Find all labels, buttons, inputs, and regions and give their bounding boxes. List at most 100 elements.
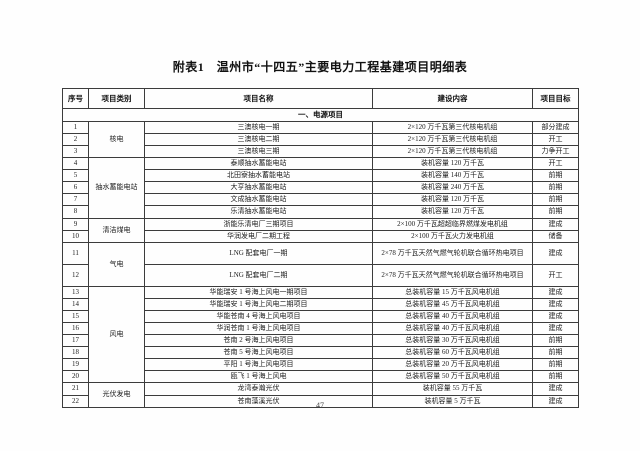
project-name-cell: 瓯飞 1 号海上风电 [144,370,373,384]
project-name-cell: 苍南 2 号海上风电项目 [144,334,373,348]
target-cell: 储备 [532,229,579,243]
target-cell: 建成 [532,382,579,396]
construction-content-cell: 装机容量 120 万千瓦 [372,193,533,207]
row-number-cell: 14 [62,297,89,311]
table-row: 8 乐清抽水蓄能电站 装机容量 120 万千瓦 前期 [62,205,579,219]
construction-content-cell: 2×78 万千瓦天然气燃气轮机联合循环热电项目 [372,263,533,287]
target-cell: 力争开工 [532,144,579,159]
project-name-cell: 苍南 5 号海上风电项目 [144,346,373,360]
project-name-cell: 龙湾泰瀚光伏 [144,382,373,396]
row-number-cell: 5 [62,169,89,183]
target-cell: 开工 [532,263,579,287]
project-name-cell: LNG 配套电厂一期 [144,241,373,265]
project-name-cell: 乐清抽水蓄能电站 [144,205,373,219]
row-number-cell: 3 [62,144,89,159]
project-name-cell: 三澳核电三期 [144,144,373,159]
construction-content-cell: 总装机容量 30 万千瓦风电机组 [372,334,533,348]
construction-content-cell: 2×100 万千瓦超超临界燃煤发电机组 [372,217,533,231]
target-cell: 前期 [532,358,579,372]
row-number-cell: 1 [62,120,89,134]
category-cell: 风电 [88,285,145,384]
target-cell: 建成 [532,394,579,408]
row-number-cell: 21 [62,382,89,396]
project-name-cell: 浙能乐清电厂三期项目 [144,217,373,231]
section-row: 一、电源项目 [62,108,579,122]
target-cell: 前期 [532,193,579,207]
target-cell: 前期 [532,334,579,348]
target-cell: 前期 [532,205,579,219]
construction-content-cell: 2×78 万千瓦天然气燃气轮机联合循环热电项目 [372,241,533,265]
section-title: 一、电源项目 [62,108,579,122]
target-cell: 开工 [532,157,579,171]
construction-content-cell: 装机容量 140 万千瓦 [372,169,533,183]
page-number: 47 [316,401,324,410]
target-cell: 前期 [532,370,579,384]
header-row: 序号 项目类别 项目名称 建设内容 项目目标 [62,88,579,109]
row-number-cell: 10 [62,229,89,243]
construction-content-cell: 2×120 万千瓦第三代核电机组 [372,120,533,134]
target-cell: 前期 [532,346,579,360]
project-name-cell: 华润苍南 1 号海上风电项目 [144,321,373,336]
target-cell: 建成 [532,217,579,231]
project-name-cell: 文成抽水蓄能电站 [144,193,373,207]
table-row: 11 气电 LNG 配套电厂一期 2×78 万千瓦天然气燃气轮机联合循环热电项目 建成 [62,241,579,287]
header-no: 序号 [62,88,89,109]
project-name-cell: 北田寮抽水蓄能电站 [144,169,373,183]
row-number-cell: 16 [62,321,89,336]
row-number-cell: 13 [62,285,89,299]
construction-content-cell: 总装机容量 40 万千瓦风电机组 [372,309,533,323]
project-name-cell: 华润发电厂二期工程 [144,229,373,243]
construction-content-cell: 总装机容量 20 万千瓦风电机组 [372,358,533,372]
table-row: 2 三澳核电二期 2×120 万千瓦第三代核电机组 开工 [62,132,579,146]
project-name-cell: 大亨抽水蓄能电站 [144,181,373,195]
table-row: 1 核电 三澳核电一期 2×120 万千瓦第三代核电机组 部分建成 [62,120,579,159]
row-number-cell: 2 [62,132,89,146]
header-construction-content: 建设内容 [372,88,533,109]
construction-content-cell: 装机容量 240 万千瓦 [372,181,533,195]
construction-content-cell: 总装机容量 60 万千瓦风电机组 [372,346,533,360]
target-cell: 部分建成 [532,120,579,134]
construction-content-cell: 装机容量 5 万千瓦 [372,394,533,408]
target-cell: 前期 [532,181,579,195]
row-number-cell: 18 [62,346,89,360]
table-row: 10 华润发电厂二期工程 2×100 万千瓦火力发电机组 储备 [62,229,579,243]
category-cell: 气电 [88,241,145,287]
construction-content-cell: 总装机容量 45 万千瓦风电机组 [372,297,533,311]
construction-content-cell: 2×100 万千瓦火力发电机组 [372,229,533,243]
target-cell: 开工 [532,132,579,146]
project-name-cell: 三澳核电二期 [144,132,373,146]
project-name-cell: 平阳 1 号海上风电项目 [144,358,373,372]
row-number-cell: 8 [62,205,89,219]
target-cell: 建成 [532,321,579,336]
category-cell: 光伏发电 [88,382,145,408]
table-row: 13 风电 华能瑞安 1 号海上风电一期项目 总装机容量 15 万千瓦风电机组 建成 [62,285,579,384]
construction-content-cell: 装机容量 120 万千瓦 [372,205,533,219]
row-number-cell: 22 [62,394,89,408]
header-target: 项目目标 [532,88,579,109]
construction-content-cell: 装机容量 120 万千瓦 [372,157,533,171]
row-number-cell: 19 [62,358,89,372]
table-row: 5 北田寮抽水蓄能电站 装机容量 140 万千瓦 前期 [62,169,579,183]
construction-content-cell: 2×120 万千瓦第三代核电机组 [372,144,533,159]
row-number-cell: 4 [62,157,89,171]
table-row: 15 华能苍南 4 号海上风电项目 总装机容量 40 万千瓦风电机组 建成 [62,309,579,323]
construction-content-cell: 总装机容量 40 万千瓦风电机组 [372,321,533,336]
row-number-cell: 15 [62,309,89,323]
target-cell: 建成 [532,241,579,265]
header-category: 项目类别 [88,88,145,109]
table-row: 12 LNG 配套电厂二期 2×78 万千瓦天然气燃气轮机联合循环热电项目 开工 [62,263,579,287]
table-row: 17 苍南 2 号海上风电项目 总装机容量 30 万千瓦风电机组 前期 [62,334,579,348]
project-name-cell: LNG 配套电厂二期 [144,263,373,287]
category-cell: 核电 [88,120,145,159]
page-title: 附表1 温州市“十四五”主要电力工程基建项目明细表 [172,60,468,74]
header-project-name: 项目名称 [144,88,373,109]
project-name-cell: 华能苍南 4 号海上风电项目 [144,309,373,323]
project-name-cell: 三澳核电一期 [144,120,373,134]
construction-content-cell: 总装机容量 50 万千瓦风电机组 [372,370,533,384]
row-number-cell: 17 [62,334,89,348]
project-name-cell: 苍南藻溪光伏 [144,394,373,408]
construction-content-cell: 2×120 万千瓦第三代核电机组 [372,132,533,146]
row-number-cell: 12 [62,263,89,287]
row-number-cell: 6 [62,181,89,195]
table-row: 21 光伏发电 龙湾泰瀚光伏 装机容量 55 万千瓦 建成 [62,382,579,408]
